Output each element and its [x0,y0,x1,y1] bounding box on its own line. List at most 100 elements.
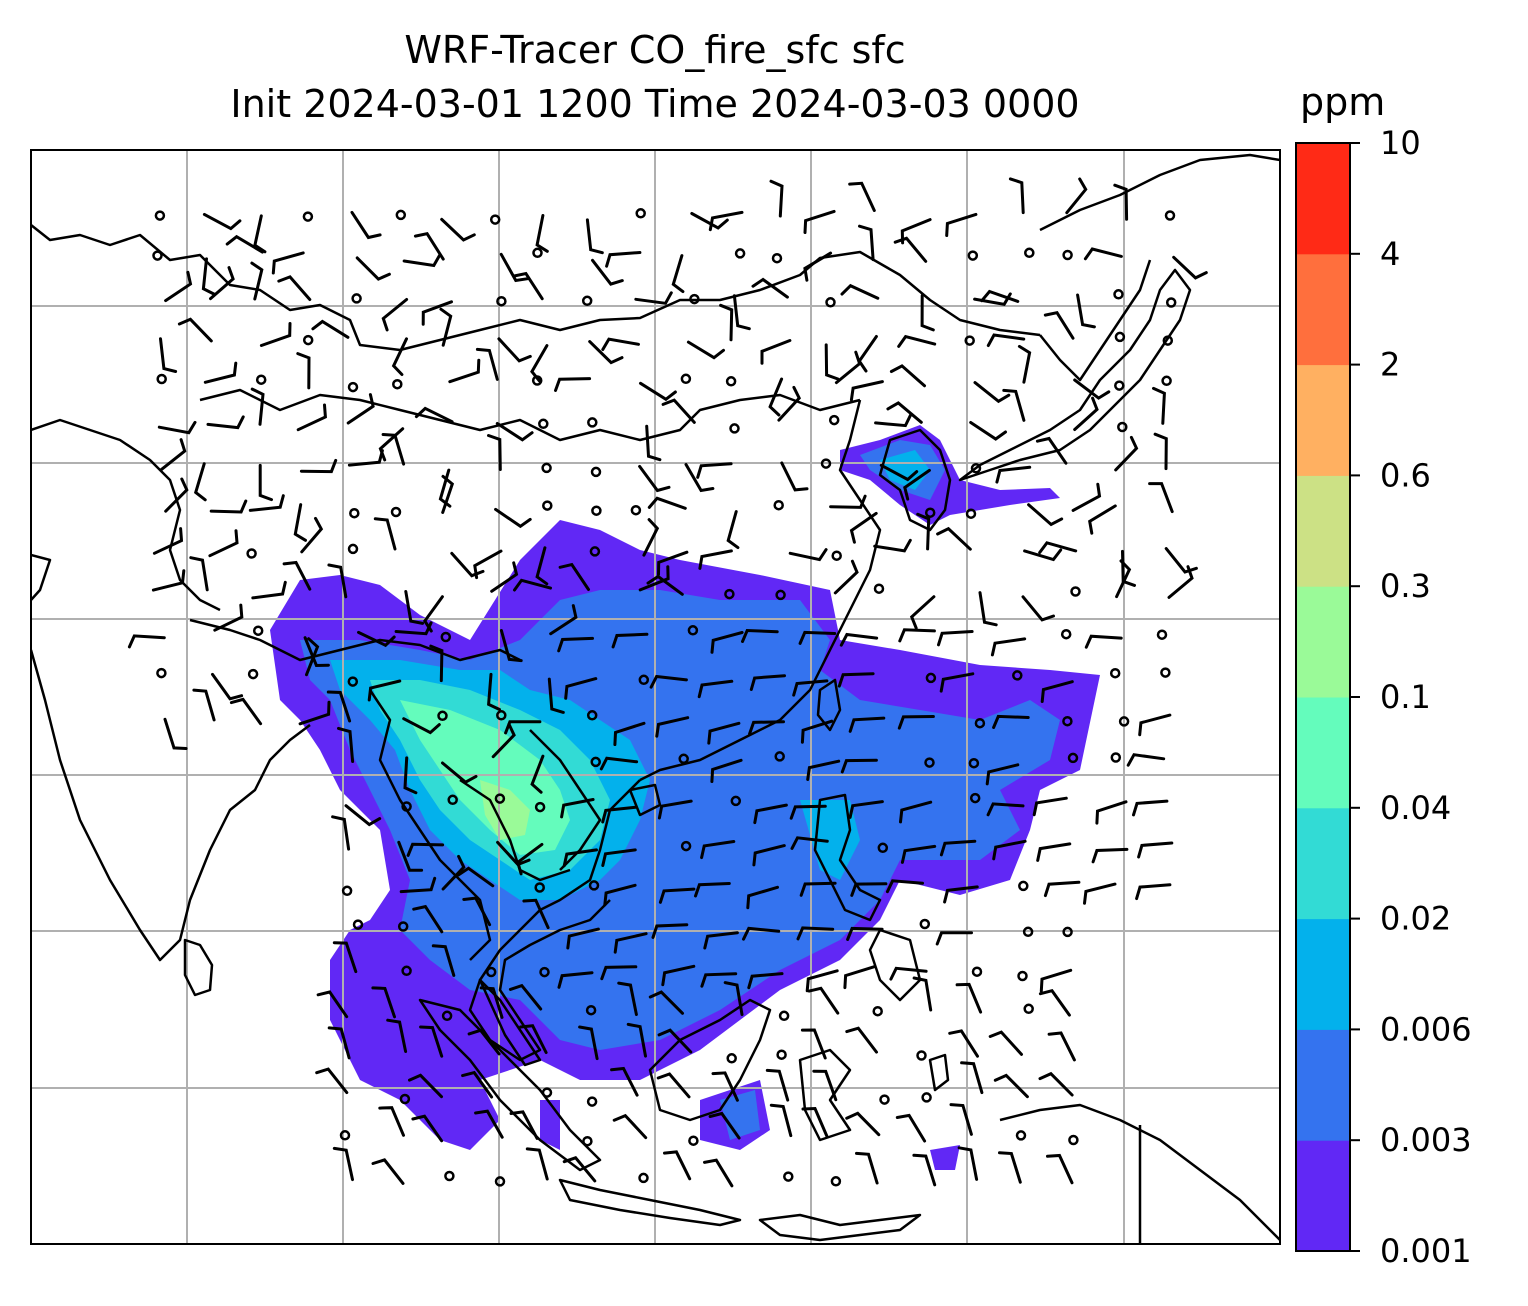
wind-barb [346,393,375,425]
wind-barb [973,381,1011,404]
wind-barb [949,1103,973,1136]
wind-barb [639,381,677,402]
wind-barb [1043,311,1075,340]
calm-wind-marker [542,500,553,511]
wind-barb [697,679,734,699]
shade-level-0d [540,1100,560,1150]
wind-barb [957,1146,979,1181]
calm-wind-marker [1165,297,1177,308]
calm-wind-marker [589,546,601,557]
wind-barb [1152,386,1166,425]
wind-barb [399,876,437,894]
wind-barb [402,253,442,268]
wind-barb [806,759,841,781]
wind-barb [1132,799,1169,817]
wind-barb [707,721,741,745]
wind-barb [441,761,478,785]
wind-barb [885,879,924,894]
calm-wind-marker [724,588,735,600]
wind-barb [441,474,455,514]
wind-barb [371,986,396,1019]
wind-barb [803,209,836,234]
wind-barb [414,406,454,424]
calm-wind-marker [154,210,166,221]
calm-wind-marker [1015,1130,1027,1141]
calm-wind-marker [725,376,737,387]
wind-barb [1115,559,1132,599]
wind-barb [585,218,604,255]
calm-wind-marker [776,1049,787,1060]
wind-barb [344,804,382,827]
wind-barb [937,630,974,647]
wind-barb [203,361,238,384]
wind-barb [357,630,396,648]
calm-wind-marker [968,757,980,769]
colorbar-tick-label: 2 [1380,346,1400,384]
wind-barb [519,1024,548,1054]
calm-wind-marker [252,625,264,636]
wind-barb [298,700,331,726]
calm-wind-marker [638,1172,649,1184]
wind-barb [475,347,499,381]
wind-barb [1002,388,1026,422]
wind-barb [491,722,516,759]
wind-barb [912,976,933,1012]
wind-barb [557,636,594,653]
wind-barb [566,927,600,950]
wind-barb [1084,634,1123,649]
calm-wind-marker [341,885,353,897]
wind-barb [599,756,639,771]
calm-wind-marker [1113,289,1124,300]
wind-barb [386,1018,408,1053]
wind-barb [748,720,785,736]
coastline-srilanka [183,938,214,997]
colorbar-units-label: ppm [1300,80,1386,124]
wind-barb [658,887,696,904]
calm-wind-marker [730,795,742,807]
wind-barb [419,1025,444,1058]
wind-barb [671,254,685,294]
wind-barb [467,1028,501,1056]
wind-barb [978,591,998,627]
wind-barb [206,415,245,430]
wind-barb [394,621,433,636]
wind-barb [790,836,829,850]
wind-barb [646,574,684,596]
coastline-luzon [813,793,882,922]
wind-barb [397,840,424,872]
coastline-india [31,553,52,601]
wind-barb [849,511,878,544]
wind-barb [562,1156,597,1183]
calm-wind-marker [688,1135,699,1146]
wind-barb [839,632,879,647]
calm-wind-marker [349,507,360,519]
coastline-india-south [31,649,311,962]
wind-barb [980,289,1020,303]
wind-barb [647,496,687,510]
calm-wind-marker [441,1010,453,1022]
wind-barb [250,261,264,301]
calm-wind-marker [1018,880,1029,892]
calm-wind-marker [588,880,600,891]
wind-barb [993,1073,1029,1099]
wind-barb [992,714,1030,729]
wind-barb [751,277,789,299]
wind-barb [651,923,689,939]
wind-barb [955,982,983,1014]
wind-barb [450,551,485,578]
calm-wind-marker [581,295,593,307]
map-content [31,150,1280,1244]
wind-barb [900,844,937,864]
colorbar-tick-label: 0.02 [1380,900,1451,938]
wind-barb [661,398,696,424]
calm-wind-marker [774,751,785,762]
wind-barb [152,527,184,555]
calm-wind-marker [1062,715,1073,727]
wind-barb [969,421,1007,441]
wind-barb [513,578,552,592]
wind-barb [749,674,786,691]
wind-barb [848,800,884,819]
wind-barb [326,690,352,723]
calm-wind-marker [447,794,458,806]
colorbar-segment [1296,475,1350,587]
